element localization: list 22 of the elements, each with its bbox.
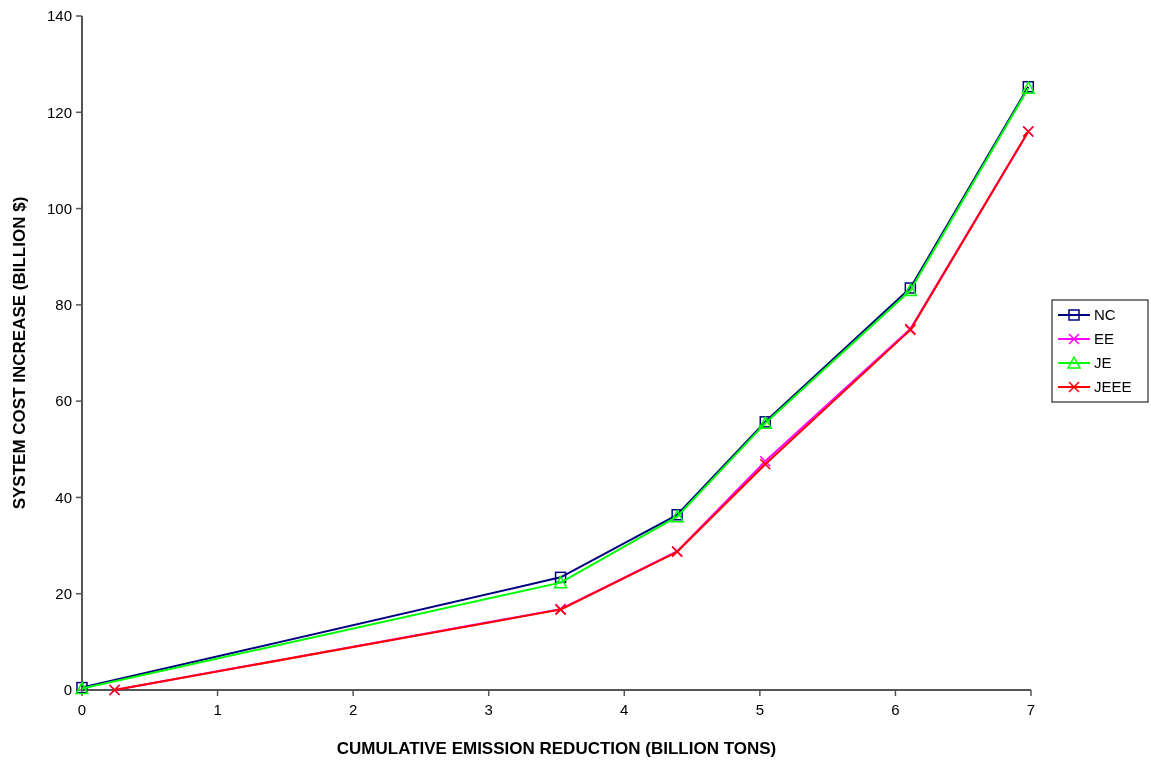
y-tick-label: 20 (55, 584, 72, 602)
y-tick-label: 120 (46, 103, 72, 121)
x-tick-label: 2 (348, 701, 358, 718)
y-tick-label: 140 (46, 7, 72, 25)
x-axis-title: CUMULATIVE EMISSION REDUCTION (BILLION TONS) (336, 739, 777, 758)
x-tick-label: 1 (213, 701, 222, 718)
legend-label: JE (1094, 354, 1112, 372)
legend-label: NC (1094, 306, 1116, 324)
y-tick-label: 60 (55, 392, 72, 410)
legend-label: EE (1094, 330, 1115, 348)
legend-label: JEEE (1094, 378, 1132, 396)
y-tick-label: 0 (63, 681, 72, 699)
y-tick-label: 100 (46, 199, 72, 217)
x-tick-label: 6 (891, 701, 900, 718)
x-tick-label: 5 (755, 701, 765, 718)
x-tick-label: 0 (77, 701, 87, 718)
x-tick-label: 4 (620, 701, 629, 718)
y-tick-label: 40 (55, 488, 72, 506)
x-tick-label: 7 (1026, 701, 1036, 718)
x-tick-label: 3 (484, 701, 493, 718)
y-tick-label: 80 (55, 296, 72, 314)
y-axis-title: SYSTEM COST INCREASE (BILLION $) (10, 196, 29, 510)
